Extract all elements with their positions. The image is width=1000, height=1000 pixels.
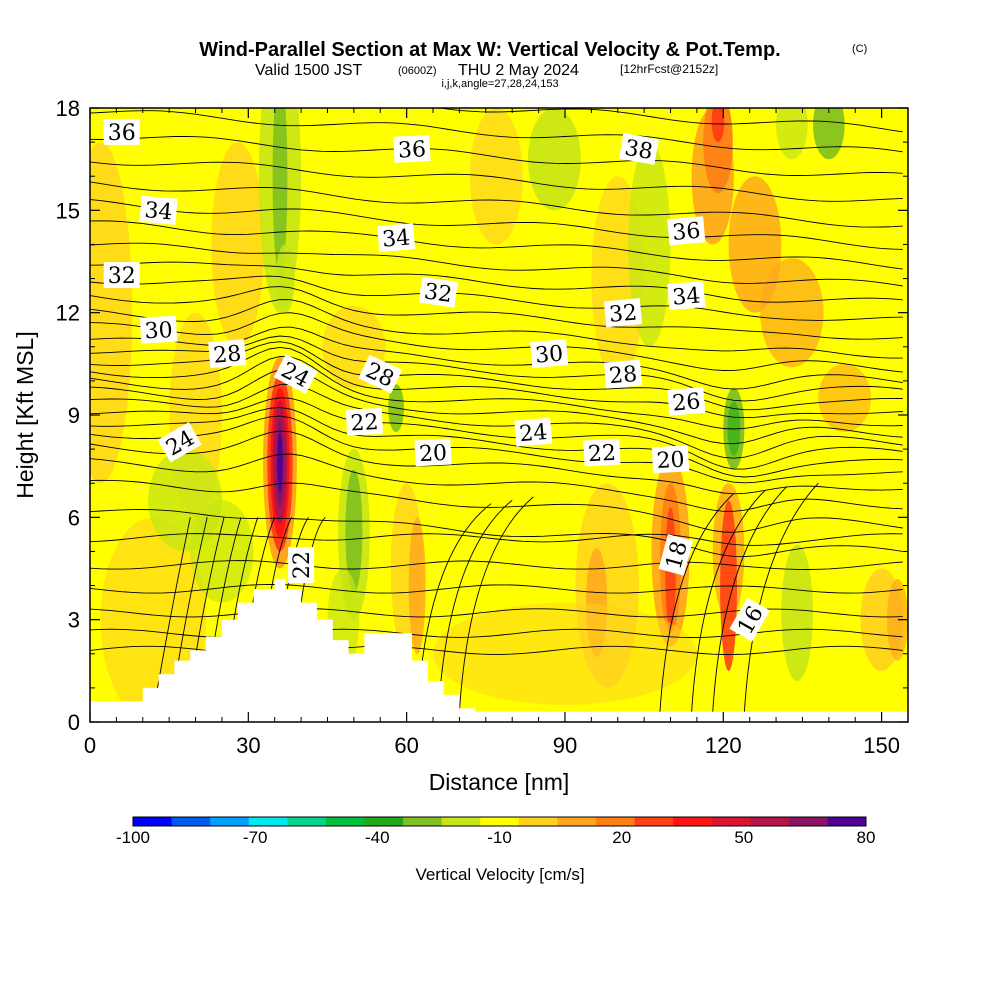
colorbar-swatch xyxy=(364,817,404,826)
y-tick-label: 12 xyxy=(56,301,80,326)
contour-label: 30 xyxy=(530,339,569,369)
contour-label: 30 xyxy=(139,315,178,344)
y-tick-label: 15 xyxy=(56,198,80,223)
contour-label-text: 36 xyxy=(397,137,426,163)
contour-label: 32 xyxy=(603,298,643,328)
contour-label: 32 xyxy=(418,276,458,308)
contour-label-text: 28 xyxy=(608,362,638,389)
colorbar-swatch xyxy=(634,817,674,826)
contour-label-text: 36 xyxy=(108,121,136,146)
contour-label-text: 32 xyxy=(422,279,453,308)
contour-label-text: 22 xyxy=(587,441,616,467)
contour-label: 22 xyxy=(345,407,384,437)
x-tick-label: 120 xyxy=(705,733,742,758)
utc-time: (0600Z) xyxy=(398,65,437,77)
contour-label: 26 xyxy=(667,386,706,417)
main-title: Wind-Parallel Section at Max W: Vertical… xyxy=(199,39,780,61)
colorbar-swatch xyxy=(788,817,828,826)
contour-label: 22 xyxy=(583,438,621,467)
colorbar-swatch xyxy=(480,817,520,826)
terrain xyxy=(90,578,908,722)
contour-label-text: 34 xyxy=(671,283,701,310)
colorbar-tick-label: 80 xyxy=(857,828,876,847)
contour-label-text: 32 xyxy=(608,301,638,328)
contour-label-text: 22 xyxy=(290,551,315,579)
contour-label-text: 34 xyxy=(381,225,411,252)
contour-label-text: 28 xyxy=(212,341,242,368)
y-tick-label: 6 xyxy=(68,505,80,530)
colorbar-tick-label: 20 xyxy=(612,828,631,847)
colorbar-swatch xyxy=(210,817,250,826)
contour-label: 36 xyxy=(103,118,140,146)
colorbar-swatch xyxy=(750,817,790,826)
colorbar-tick-label: -100 xyxy=(116,828,150,847)
contour-label: 28 xyxy=(603,359,643,389)
colorbar-swatch xyxy=(827,817,867,826)
colorbar-tick-label: 50 xyxy=(734,828,753,847)
colorbar-tick-label: -70 xyxy=(243,828,268,847)
forecast-run: [12hrFcst@2152z] xyxy=(620,62,718,76)
copyright-mark: (C) xyxy=(852,43,867,55)
x-tick-label: 90 xyxy=(553,733,577,758)
contour-label: 20 xyxy=(651,445,690,474)
contour-label-text: 34 xyxy=(143,198,173,225)
forecast-date: THU 2 May 2024 xyxy=(458,62,579,79)
contour-label: 32 xyxy=(103,262,140,289)
colorbar-swatch xyxy=(403,817,443,826)
contour-label: 38 xyxy=(618,132,659,165)
contour-label: 36 xyxy=(667,216,706,246)
colorbar-swatch xyxy=(595,817,635,826)
contour-label: 24 xyxy=(514,417,553,447)
colorbar-swatch xyxy=(557,817,597,826)
colorbar-swatch xyxy=(248,817,288,826)
colorbar-swatch xyxy=(171,817,211,826)
colorbar-swatch xyxy=(518,817,558,826)
contour-label-text: 22 xyxy=(350,410,379,436)
contour-label: 34 xyxy=(139,195,178,225)
colorbar-swatch xyxy=(711,817,751,826)
contour-label: 34 xyxy=(377,223,416,253)
y-tick-label: 3 xyxy=(68,608,80,633)
x-tick-label: 0 xyxy=(84,733,96,758)
contour-label: 20 xyxy=(414,438,452,467)
colorbar-tick-label: -40 xyxy=(365,828,390,847)
colorbar-tick-label: -10 xyxy=(487,828,512,847)
contour-label-text: 20 xyxy=(656,448,685,474)
contour-label: 22 xyxy=(288,547,315,584)
colorbar-swatch xyxy=(287,817,327,826)
colorbar-swatch xyxy=(325,817,365,826)
x-axis-label: Distance [nm] xyxy=(429,769,570,795)
contour-label-text: 30 xyxy=(534,341,564,368)
contour-label: 28 xyxy=(208,339,247,369)
contour-label-text: 24 xyxy=(518,420,548,447)
contour-label-text: 26 xyxy=(671,389,701,416)
y-tick-label: 0 xyxy=(68,710,80,735)
y-axis-label: Height [Kft MSL] xyxy=(12,331,38,498)
x-tick-label: 30 xyxy=(236,733,260,758)
colorbar-swatch xyxy=(441,817,481,826)
contour-label-text: 20 xyxy=(418,441,447,467)
colorbar-swatch xyxy=(673,817,713,826)
valid-time: Valid 1500 JST xyxy=(255,62,363,79)
grid-indices: i,j,k,angle=27,28,24,153 xyxy=(441,78,558,90)
y-tick-label: 9 xyxy=(68,403,80,428)
contour-label-text: 32 xyxy=(108,264,136,289)
x-axis: 0 30 60 90 120 150 xyxy=(84,108,900,758)
colorbar-swatch xyxy=(133,817,173,826)
x-tick-label: 150 xyxy=(863,733,900,758)
contour-label: 36 xyxy=(393,134,431,164)
contour-label: 34 xyxy=(667,281,706,311)
contour-label-text: 38 xyxy=(623,136,655,165)
contour-label-text: 36 xyxy=(671,219,701,246)
x-tick-label: 60 xyxy=(394,733,418,758)
y-tick-label: 18 xyxy=(56,96,80,121)
colorbar-label: Vertical Velocity [cm/s] xyxy=(415,865,584,884)
title-block: Wind-Parallel Section at Max W: Vertical… xyxy=(199,39,867,90)
vertical-velocity-field xyxy=(90,108,908,722)
contour-label-text: 30 xyxy=(144,318,173,344)
colorbar: -100 -70 -40 -10 20 50 80 xyxy=(116,816,876,847)
